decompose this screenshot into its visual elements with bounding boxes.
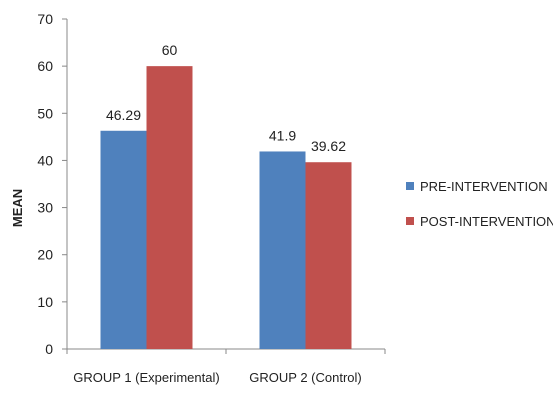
- y-tick-label: 70: [37, 11, 53, 27]
- legend: PRE-INTERVENTION POST-INTERVENTION: [406, 179, 553, 229]
- bar: [305, 162, 352, 349]
- legend-label: POST-INTERVENTION: [420, 214, 553, 229]
- y-tick-label: 50: [37, 105, 53, 121]
- data-label: 39.62: [311, 138, 346, 154]
- legend-label: PRE-INTERVENTION: [420, 179, 548, 194]
- y-axis: 0 10 20 30 40 50 60 70: [37, 11, 68, 357]
- bar: [146, 66, 193, 350]
- legend-swatch: [406, 217, 414, 225]
- y-tick-label: 0: [45, 341, 53, 357]
- x-category-label: GROUP 1 (Experimental): [73, 370, 219, 385]
- y-tick-label: 10: [37, 294, 53, 310]
- y-axis-title: MEAN: [10, 189, 25, 227]
- y-tick-label: 30: [37, 200, 53, 216]
- y-tick-label: 40: [37, 152, 53, 168]
- bars: [100, 66, 352, 350]
- data-label: 46.29: [106, 107, 141, 123]
- data-label: 41.9: [269, 127, 296, 143]
- data-label: 60: [162, 42, 178, 58]
- bar: [100, 130, 147, 349]
- x-category-label: GROUP 2 (Control): [249, 370, 361, 385]
- data-labels: 46.29 60 41.9 39.62: [106, 42, 346, 154]
- legend-swatch: [406, 182, 414, 190]
- x-axis: GROUP 1 (Experimental) GROUP 2 (Control): [66, 348, 386, 385]
- bar: [259, 151, 306, 349]
- y-tick-label: 20: [37, 247, 53, 263]
- y-tick-label: 60: [37, 58, 53, 74]
